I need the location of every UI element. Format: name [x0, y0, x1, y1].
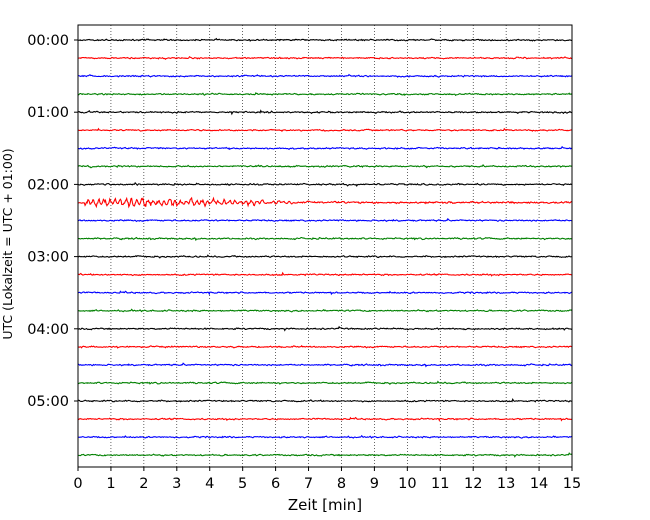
seismic-trace: [77, 91, 573, 97]
seismic-trace: [77, 254, 573, 259]
x-tick-label: 6: [271, 476, 280, 492]
seismic-trace: [77, 217, 573, 223]
x-tick-label: 8: [337, 476, 346, 492]
seismic-trace: [77, 398, 573, 403]
seismic-trace: [77, 325, 573, 332]
y-tick-label: 00:00: [27, 33, 69, 49]
x-tick-label: 4: [205, 476, 214, 492]
seismic-trace: [77, 145, 573, 151]
seismic-trace: [77, 344, 573, 349]
x-tick-label: 2: [139, 476, 148, 492]
seismic-trace: [77, 73, 573, 78]
x-tick-label: 13: [497, 476, 515, 492]
seismic-trace: [77, 308, 573, 313]
seismic-trace: [77, 362, 573, 368]
x-axis-ticks: 0 1 2 3 4 5 6 7 8 9 10 11 12 13 14 15: [73, 467, 581, 492]
x-tick-label: 1: [106, 476, 115, 492]
seismic-trace: [77, 196, 573, 209]
seismic-trace: [77, 452, 573, 458]
seismic-trace: [77, 236, 573, 242]
x-tick-label: 9: [370, 476, 379, 492]
y-tick-label: 01:00: [27, 105, 69, 121]
seismic-trace: [77, 109, 573, 116]
seismic-trace: [77, 380, 573, 386]
seismic-trace: [77, 434, 573, 439]
y-tick-label: 02:00: [27, 177, 69, 193]
x-tick-label: 12: [464, 476, 482, 492]
x-tick-label: 11: [431, 476, 449, 492]
seismic-trace: [77, 127, 573, 133]
x-tick-label: 0: [73, 476, 82, 492]
y-tick-label: 03:00: [27, 250, 69, 266]
y-axis-label: UTC (Lokalzeit = UTC + 01:00): [0, 148, 15, 339]
x-tick-label: 14: [530, 476, 548, 492]
x-axis-label: Zeit [min]: [288, 496, 362, 514]
seismic-trace: [77, 181, 573, 188]
y-tick-label: 04:00: [27, 322, 69, 338]
seismic-trace: [77, 416, 573, 422]
y-tick-label: 05:00: [27, 394, 69, 410]
x-tick-label: 10: [398, 476, 416, 492]
x-tick-label: 3: [172, 476, 181, 492]
x-tick-label: 15: [563, 476, 581, 492]
x-tick-label: 7: [304, 476, 313, 492]
seismic-trace: [77, 55, 573, 60]
plot-frame: [77, 24, 573, 468]
x-tick-label: 5: [238, 476, 247, 492]
seismic-traces: [77, 37, 573, 458]
seismic-trace: [77, 290, 573, 296]
seismic-trace: [78, 37, 573, 42]
seismic-trace: [77, 164, 573, 169]
y-axis-ticks: 00:00 01:00 02:00 03:00 04:00 05:00: [27, 33, 78, 410]
seismic-trace: [77, 271, 573, 277]
